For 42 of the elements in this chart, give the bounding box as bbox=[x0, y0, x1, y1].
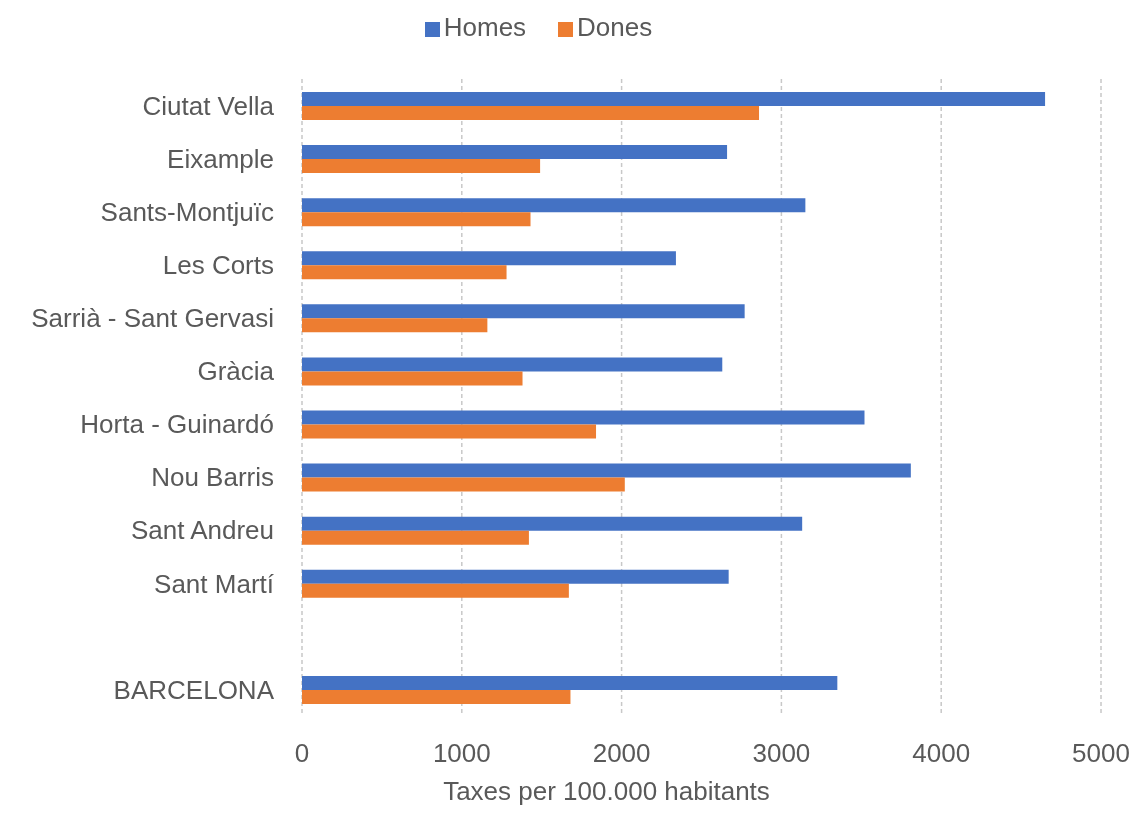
x-axis-title: Taxes per 100.000 habitants bbox=[443, 776, 770, 806]
y-tick-label: Les Corts bbox=[162, 250, 274, 281]
bar bbox=[302, 357, 723, 372]
bar bbox=[302, 569, 729, 584]
x-tick-label: 3000 bbox=[752, 738, 811, 769]
bar bbox=[302, 106, 760, 120]
bar bbox=[302, 251, 676, 266]
bar bbox=[302, 424, 597, 439]
y-tick-label: Sants-Montjuïc bbox=[100, 196, 274, 227]
y-tick-label: Sant Andreu bbox=[130, 515, 274, 546]
bar bbox=[302, 92, 1046, 106]
y-tick-label: Horta - Guinardó bbox=[80, 409, 274, 440]
bar bbox=[302, 410, 865, 425]
bar bbox=[302, 318, 488, 333]
bar bbox=[302, 145, 728, 160]
bar bbox=[302, 371, 523, 386]
x-tick-label: 2000 bbox=[592, 738, 651, 769]
y-tick-label: Sarrià - Sant Gervasi bbox=[31, 303, 274, 334]
bar bbox=[302, 198, 806, 213]
bar bbox=[302, 159, 541, 174]
y-tick-label: Nou Barris bbox=[151, 462, 274, 493]
bar bbox=[302, 675, 838, 690]
y-tick-label: Gràcia bbox=[197, 356, 275, 387]
x-tick-label: 5000 bbox=[1072, 738, 1130, 769]
y-tick-label: Eixample bbox=[167, 143, 274, 174]
bar bbox=[302, 212, 531, 227]
legend-label: Dones bbox=[577, 12, 653, 42]
y-tick-label: Sant Martí bbox=[154, 568, 275, 599]
bar bbox=[302, 583, 569, 598]
bar bbox=[302, 477, 625, 492]
legend-label: Homes bbox=[443, 12, 527, 42]
x-tick-label: 4000 bbox=[912, 738, 971, 769]
x-tick-label: 0 bbox=[294, 738, 310, 769]
bar bbox=[302, 516, 803, 531]
bar bbox=[302, 265, 507, 280]
y-tick-label: BARCELONA bbox=[113, 674, 275, 705]
bar bbox=[302, 530, 529, 545]
bar bbox=[302, 689, 571, 704]
x-tick-label: 1000 bbox=[432, 738, 491, 769]
y-tick-label: Ciutat Vella bbox=[142, 90, 275, 121]
bar bbox=[302, 304, 745, 319]
bar bbox=[302, 463, 911, 478]
